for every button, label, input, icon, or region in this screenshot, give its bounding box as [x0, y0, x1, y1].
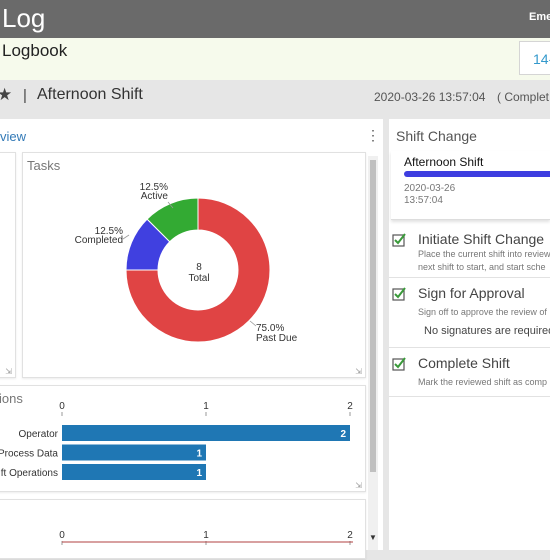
- step-initiate-shift-change[interactable]: Initiate Shift Change Place the current …: [389, 227, 550, 278]
- label-active-pct: 12.5%: [140, 182, 168, 193]
- donut-slice-past-due[interactable]: [125, 197, 271, 343]
- separator: |: [23, 87, 27, 104]
- bar-value-label: 1: [196, 468, 202, 479]
- shift-timestamp: 2020-03-26 13:57:04: [374, 90, 486, 104]
- resize-icon[interactable]: ⇲: [5, 367, 12, 376]
- check-icon: [392, 357, 406, 371]
- resize-icon[interactable]: ⇲: [355, 367, 362, 376]
- date-picker[interactable]: 14-: [519, 41, 550, 75]
- shift-card-date-value: 2020-03-26: [404, 183, 456, 194]
- operations-bar-chart: 0 1 2 Operator 2 Process Data 1 ft Operations 1: [0, 401, 353, 480]
- partial-card: ⇲: [0, 152, 16, 378]
- shift-bar: ★ | Afternoon Shift 2020-03-26 13:57:04 …: [0, 80, 550, 114]
- page-title: Logbook: [2, 41, 68, 60]
- leader-line: [249, 320, 257, 327]
- overview-panel: view ⋮ ⇲ Tasks 8 Total 75.0% Past Due 12…: [0, 119, 383, 559]
- step-title: Complete Shift: [418, 355, 510, 371]
- axis-tick-label: 2: [347, 401, 353, 412]
- kebab-icon[interactable]: ⋮: [366, 127, 380, 143]
- shift-card-time-value: 13:57:04: [404, 195, 443, 206]
- shift-card-date: 2020-03-26 13:57:04: [404, 183, 455, 207]
- axis-tick-label: 0: [59, 401, 65, 412]
- shift-change-panel: Shift Change Afternoon Shift 2020-03-26 …: [389, 119, 550, 550]
- leader-line: [122, 234, 130, 240]
- axis-tick-label: 1: [203, 530, 209, 541]
- bottom-bar-chart: 0 1 2: [59, 530, 353, 545]
- logbook-header: Logbook 14-: [0, 38, 550, 81]
- user-menu[interactable]: Eme: [529, 11, 550, 23]
- step-sign-for-approval[interactable]: Sign for Approval Sign off to approve th…: [389, 281, 550, 348]
- shift-name: Afternoon Shift: [37, 86, 143, 103]
- app-title: Log: [2, 3, 46, 33]
- bar-category-label: Operator: [19, 429, 59, 440]
- shift-change-title: Shift Change: [396, 128, 477, 144]
- bar[interactable]: [62, 464, 206, 480]
- tasks-donut-chart: 8 Total 75.0% Past Due 12.5% Completed 1…: [75, 182, 298, 344]
- bar-value-label: 1: [196, 449, 202, 460]
- scroll-down-icon[interactable]: ▼: [369, 533, 377, 542]
- bar[interactable]: [62, 425, 350, 441]
- tasks-card: Tasks 8 Total 75.0% Past Due 12.5% Compl…: [22, 152, 366, 378]
- label-active: Active: [141, 191, 169, 202]
- tasks-title: Tasks: [27, 158, 61, 173]
- bar-category-label: Process Data: [0, 449, 58, 460]
- leader-line: [167, 201, 174, 209]
- shift-card[interactable]: Afternoon Shift 2020-03-26 13:57:04: [391, 151, 550, 220]
- panel-title: view: [0, 129, 27, 144]
- bar[interactable]: [62, 444, 206, 461]
- label-past-due-pct: 75.0%: [256, 323, 284, 334]
- shift-status: ( Complet: [497, 90, 550, 104]
- axis-tick-label: 1: [203, 401, 209, 412]
- axis-tick-label: 2: [347, 530, 353, 541]
- step-description: Place the current shift into review: [418, 249, 550, 259]
- step-title: Sign for Approval: [418, 285, 525, 301]
- resize-icon[interactable]: ⇲: [355, 481, 362, 490]
- bar-value-label: 2: [340, 429, 346, 440]
- date-picker-value: 14-: [533, 51, 550, 67]
- app-header: Log Eme: [0, 0, 550, 38]
- step-description: Sign off to approve the review of: [418, 307, 547, 317]
- scrollbar-thumb[interactable]: [370, 160, 376, 472]
- vertical-scrollbar[interactable]: ▼: [368, 156, 378, 550]
- bottom-card: 0 1 2: [0, 499, 366, 559]
- label-completed: Completed: [75, 235, 123, 246]
- step-title: Initiate Shift Change: [418, 231, 545, 247]
- check-icon: [392, 233, 406, 247]
- label-past-due: Past Due: [256, 333, 298, 344]
- bar-category-label: ft Operations: [1, 468, 58, 479]
- operations-card: ions 0 1 2 Operator 2 Process Data 1 ft Operati…: [0, 385, 366, 492]
- donut-total-value: 8: [196, 262, 202, 273]
- label-completed-pct: 12.5%: [95, 226, 123, 237]
- shift-progress-bar: [404, 171, 550, 177]
- star-icon[interactable]: ★: [0, 85, 13, 104]
- step-description: next shift to start, and start sche: [418, 262, 546, 272]
- check-icon: [392, 287, 406, 301]
- shift-card-name: Afternoon Shift: [404, 155, 484, 169]
- donut-slice-active[interactable]: [146, 197, 199, 243]
- axis-tick-label: 0: [59, 530, 65, 541]
- step-description: Mark the reviewed shift as comp: [418, 377, 548, 387]
- step-note: No signatures are required: [424, 325, 550, 337]
- donut-total-label: Total: [188, 273, 209, 284]
- operations-title: ions: [0, 391, 23, 406]
- step-complete-shift[interactable]: Complete Shift Mark the reviewed shift a…: [389, 351, 550, 397]
